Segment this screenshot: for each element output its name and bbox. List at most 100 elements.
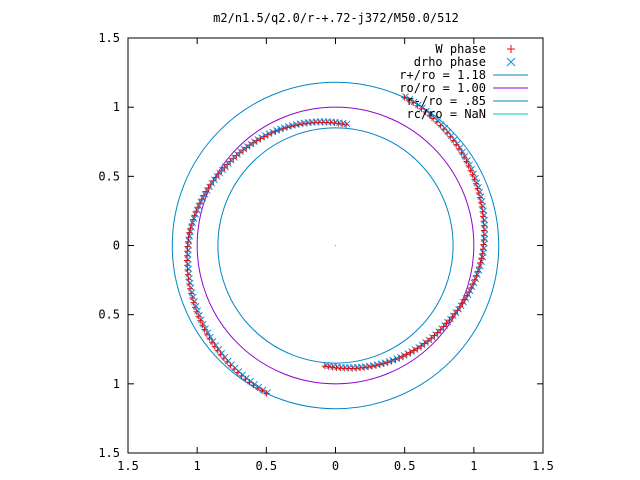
w-phase-point <box>343 121 350 128</box>
drho-phase-point <box>472 174 479 182</box>
drho-phase-point <box>273 126 280 134</box>
drho-phase-point <box>207 333 214 341</box>
y-tick-label: 1 <box>113 377 120 391</box>
x-tick-label: 1.5 <box>117 459 139 473</box>
drho-phase-point <box>196 311 203 319</box>
w-phase-point <box>291 122 298 129</box>
drho-phase-point <box>406 95 414 103</box>
w-phase-point <box>455 145 462 152</box>
drho-phase-point <box>468 283 476 291</box>
w-phase-point <box>197 317 204 324</box>
drho-phase-point <box>211 176 218 184</box>
drho-phase-point <box>243 374 250 382</box>
drho-phase-point <box>461 152 469 160</box>
drho-phase-point <box>247 377 254 385</box>
drho-phase-point <box>265 130 273 137</box>
chart-title: m2/n1.5/q2.0/r-+.72-j372/M50.0/512 <box>213 11 459 25</box>
w-phase-point <box>431 332 438 339</box>
w-phase-point <box>474 185 481 192</box>
w-phase-point <box>450 137 457 144</box>
w-phase-point <box>472 180 479 187</box>
w-phase-point <box>446 317 453 324</box>
w-phase-point <box>410 99 417 106</box>
drho-phase-point <box>255 383 263 391</box>
y-tick-label: 1 <box>113 100 120 114</box>
w-phase-point <box>214 347 221 354</box>
drho-phase-point <box>475 267 483 274</box>
w-phase-point <box>254 385 261 392</box>
drho-phase-point <box>468 165 476 173</box>
drho-phase-point <box>189 293 197 301</box>
y-tick-label: 1.5 <box>98 446 120 460</box>
drho-phase-point <box>450 136 458 144</box>
drho-phase-point <box>464 157 471 164</box>
reference-circle <box>217 127 454 364</box>
drho-phase-point <box>189 219 197 227</box>
w-phase-point <box>284 124 291 131</box>
legend-label: drho phase <box>414 55 486 69</box>
drho-phase-point <box>251 380 258 388</box>
legend-label: r+/ro = 1.18 <box>399 68 486 82</box>
w-phase-point <box>376 361 383 368</box>
drho-phase-point <box>423 107 430 115</box>
w-phase-point <box>186 229 193 236</box>
w-phase-point <box>440 323 447 330</box>
w-phase-point <box>321 363 328 370</box>
w-phase-point <box>361 364 368 371</box>
phase-points <box>184 93 489 397</box>
w-phase-point <box>185 234 192 241</box>
w-phase-point <box>250 139 257 146</box>
drho-phase-point <box>200 320 207 328</box>
w-phase-point <box>190 216 197 223</box>
w-phase-point <box>424 337 431 344</box>
w-phase-point <box>463 158 470 165</box>
w-phase-point <box>210 177 217 184</box>
drho-phase-point <box>199 194 207 202</box>
drho-phase-point <box>393 355 400 363</box>
w-phase-point <box>242 376 249 383</box>
drho-phase-point <box>264 389 271 396</box>
w-phase-point <box>418 342 425 349</box>
w-phase-point <box>461 154 468 161</box>
drho-phase-point <box>194 307 201 315</box>
drho-phase-point <box>203 187 211 194</box>
drho-phase-point <box>188 289 196 296</box>
legend-label: W phase <box>435 42 486 56</box>
w-phase-point <box>478 203 485 210</box>
drho-phase-point <box>459 148 466 156</box>
drho-phase-point <box>415 343 423 351</box>
w-phase-point <box>449 313 456 320</box>
w-phase-point <box>295 121 302 128</box>
w-phase-point <box>243 144 250 151</box>
w-phase-point <box>369 363 376 370</box>
y-tick-label: 0.5 <box>98 169 120 183</box>
w-phase-point <box>471 176 478 183</box>
w-phase-point <box>457 303 464 310</box>
w-phase-point <box>211 343 218 350</box>
drho-phase-point <box>415 101 422 109</box>
w-phase-point <box>428 335 435 342</box>
w-phase-point <box>477 199 484 206</box>
w-phase-point <box>434 329 441 336</box>
x-tick-label: 1.5 <box>532 459 554 473</box>
w-phase-point <box>414 102 421 109</box>
drho-phase-point <box>209 337 217 345</box>
x-tick-label: 0 <box>332 459 339 473</box>
x-tick-label: 1 <box>470 459 477 473</box>
w-phase-point <box>201 326 208 333</box>
drho-phase-point <box>470 170 477 178</box>
drho-phase-point <box>201 190 209 198</box>
drho-phase-point <box>212 341 220 349</box>
w-phase-point <box>246 379 253 386</box>
drho-phase-point <box>208 179 216 187</box>
legend-label: r-/ro = .85 <box>407 94 486 108</box>
y-tick-label: 0 <box>113 239 120 253</box>
drho-phase-point <box>259 386 267 394</box>
w-phase-point <box>476 264 483 271</box>
w-phase-point <box>288 123 295 130</box>
w-phase-point <box>401 94 408 101</box>
y-tick-label: 0.5 <box>98 308 120 322</box>
w-phase-point <box>476 194 483 201</box>
drho-phase-point <box>206 183 213 191</box>
w-phase-point <box>465 162 472 169</box>
